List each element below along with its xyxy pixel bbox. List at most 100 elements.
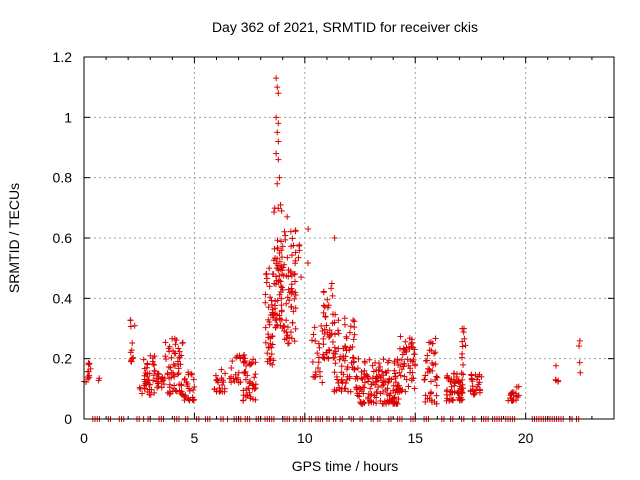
data-point xyxy=(354,390,361,397)
data-point xyxy=(273,75,280,82)
data-point xyxy=(243,385,250,392)
data-point xyxy=(433,382,440,389)
data-point xyxy=(426,339,433,346)
data-point xyxy=(269,270,276,277)
data-point xyxy=(304,260,311,267)
data-point xyxy=(150,377,157,384)
data-point xyxy=(379,382,386,389)
data-point xyxy=(403,348,410,355)
data-point xyxy=(251,374,258,381)
data-point xyxy=(162,339,169,346)
data-point xyxy=(288,243,295,250)
data-point xyxy=(229,358,236,365)
data-point xyxy=(176,381,183,388)
data-point xyxy=(323,354,330,361)
data-point xyxy=(315,340,322,347)
data-point xyxy=(393,400,400,407)
data-point xyxy=(274,84,281,91)
data-point xyxy=(433,392,440,399)
data-point xyxy=(513,397,520,404)
data-point xyxy=(273,273,280,280)
data-point xyxy=(391,394,398,401)
data-point xyxy=(235,369,242,376)
data-point xyxy=(323,349,330,356)
data-point xyxy=(349,344,356,351)
data-point xyxy=(173,337,180,344)
data-point xyxy=(329,292,336,299)
data-point xyxy=(141,382,148,389)
data-point xyxy=(273,150,280,157)
data-point xyxy=(380,356,387,363)
data-point xyxy=(284,213,291,220)
data-point xyxy=(289,235,296,242)
data-point xyxy=(320,335,327,342)
data-point xyxy=(241,352,248,359)
data-point xyxy=(288,252,295,259)
data-point xyxy=(335,345,342,352)
data-point xyxy=(432,377,439,384)
data-point xyxy=(392,387,399,394)
data-point xyxy=(274,129,281,136)
data-point xyxy=(321,303,328,310)
data-point xyxy=(268,301,275,308)
data-point xyxy=(331,344,338,351)
data-point xyxy=(269,309,276,316)
data-point xyxy=(273,316,280,323)
data-point xyxy=(241,370,248,377)
data-point xyxy=(433,373,440,380)
data-point xyxy=(411,385,418,392)
data-point xyxy=(346,346,353,353)
data-point xyxy=(373,400,380,407)
data-point xyxy=(283,317,290,324)
data-point xyxy=(289,319,296,326)
data-point xyxy=(353,384,360,391)
data-point xyxy=(298,274,305,281)
data-point xyxy=(322,314,329,321)
data-point xyxy=(167,364,174,371)
data-point xyxy=(272,310,279,317)
data-point xyxy=(274,245,281,252)
data-point xyxy=(285,273,292,280)
data-point xyxy=(162,356,169,363)
data-point xyxy=(244,372,251,379)
data-point xyxy=(137,386,144,393)
data-point xyxy=(276,174,283,181)
data-point xyxy=(444,386,451,393)
data-point xyxy=(375,367,382,374)
data-point xyxy=(251,385,258,392)
data-point xyxy=(263,270,270,277)
data-point xyxy=(250,396,257,403)
data-point xyxy=(153,375,160,382)
data-point xyxy=(338,363,345,370)
data-point xyxy=(283,300,290,307)
data-point xyxy=(175,365,182,372)
data-point xyxy=(555,377,562,384)
data-point xyxy=(459,389,466,396)
data-point xyxy=(176,348,183,355)
data-point xyxy=(328,280,335,287)
data-point xyxy=(171,373,178,380)
data-point xyxy=(141,365,148,372)
data-point xyxy=(384,379,391,386)
data-point xyxy=(242,376,249,383)
data-point xyxy=(228,379,235,386)
data-point xyxy=(576,359,583,366)
data-point xyxy=(310,373,317,380)
data-point xyxy=(428,347,435,354)
data-point xyxy=(240,359,247,366)
data-point xyxy=(160,381,167,388)
data-point xyxy=(241,355,248,362)
data-point xyxy=(286,297,293,304)
data-point xyxy=(341,321,348,328)
data-point xyxy=(95,377,102,384)
data-point xyxy=(370,399,377,406)
data-point xyxy=(283,329,290,336)
data-point xyxy=(391,367,398,374)
data-point xyxy=(340,371,347,378)
data-point xyxy=(165,364,172,371)
data-point xyxy=(366,356,373,363)
data-point xyxy=(336,386,343,393)
data-point xyxy=(347,323,354,330)
data-point xyxy=(377,390,384,397)
data-point xyxy=(324,296,331,303)
